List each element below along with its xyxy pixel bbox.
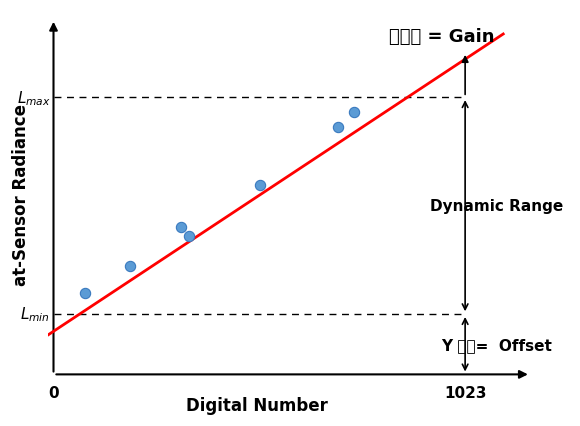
Point [334,125,343,132]
Text: Digital Number: Digital Number [186,396,328,414]
Text: at-Sensor Radiance: at-Sensor Radiance [12,104,30,285]
Point [80,290,89,297]
Point [349,109,358,116]
Text: $L_{max}$: $L_{max}$ [17,89,50,107]
Point [125,263,135,270]
Text: 기울기 = Gain: 기울기 = Gain [389,28,494,46]
Text: Dynamic Range: Dynamic Range [430,199,563,214]
Point [255,182,264,189]
Text: $L_{min}$: $L_{min}$ [20,305,50,324]
Point [184,233,194,240]
Point [176,224,186,230]
Text: Y 절편=  Offset: Y 절편= Offset [441,337,552,352]
Text: 0: 0 [48,385,59,400]
Text: 1023: 1023 [444,385,487,400]
